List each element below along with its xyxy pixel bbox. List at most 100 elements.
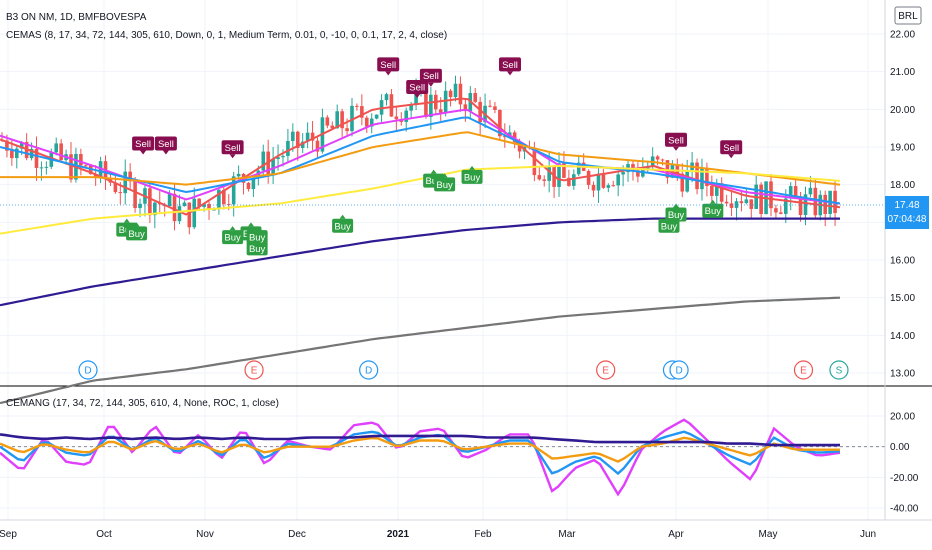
candle-body (803, 194, 808, 216)
currency-badge[interactable] (894, 6, 922, 25)
candle-body (153, 202, 157, 216)
candle-body (572, 174, 576, 186)
candle-body (217, 189, 221, 210)
candle-body (310, 132, 315, 141)
time-tick-label: Sep (0, 529, 17, 540)
candle-body (700, 167, 704, 190)
candle-body (10, 150, 14, 159)
price-series-ema144 (0, 164, 841, 235)
sell-signal: Sell (132, 136, 155, 155)
sell-signal: Sell (406, 80, 429, 99)
candle-body (276, 157, 280, 160)
candle-body (606, 185, 611, 188)
candle-body (187, 202, 192, 228)
candle-body (512, 132, 517, 142)
price-tick-label: 21.00 (890, 67, 915, 78)
time-tick-label: Jun (860, 529, 876, 540)
candle-body (473, 93, 478, 102)
symbol-title: B3 ON NM, 1D, BMFBOVESPA (6, 12, 147, 23)
osc-series-ema305 (0, 433, 840, 447)
candle-body (345, 128, 349, 132)
candle-body (251, 178, 256, 190)
candle-body (793, 186, 798, 197)
buy-signal: Buy (461, 165, 483, 184)
candle-body (576, 162, 581, 175)
indicator1-legend: CEMAS (8, 17, 34, 72, 144, 305, 610, Dow… (6, 30, 447, 41)
candle-body (774, 208, 778, 213)
candle-body (655, 156, 660, 160)
event-marker[interactable]: D (669, 360, 689, 380)
event-marker[interactable]: D (78, 360, 98, 380)
candle-body (631, 164, 635, 171)
sell-signal-label: Sell (135, 139, 151, 150)
buy-signal-label: Buy (224, 233, 241, 244)
candle-body (616, 174, 620, 186)
event-marker[interactable]: D (359, 360, 379, 380)
candle-body (44, 166, 49, 168)
candle-body (488, 105, 492, 107)
candle-body (79, 154, 83, 166)
candle-body (680, 173, 685, 192)
event-marker[interactable]: E (244, 360, 264, 380)
event-marker[interactable]: E (793, 360, 814, 380)
event-marker-label: D (675, 366, 682, 377)
candle-body (295, 131, 300, 148)
sell-signal: Sell (419, 68, 442, 87)
candle-body (596, 173, 601, 191)
sell-signal-label: Sell (225, 143, 241, 154)
osc-tick-label: 20.00 (890, 412, 915, 423)
candle-body (330, 125, 335, 129)
candle-body (636, 170, 640, 177)
candle-body (783, 198, 788, 214)
candle-body (443, 90, 448, 113)
candle-body (325, 117, 330, 126)
candle-body (148, 188, 152, 216)
candle-body (759, 184, 763, 215)
candle-body (226, 204, 231, 206)
candle-body (601, 173, 606, 188)
candle-body (281, 155, 285, 158)
event-marker[interactable]: E (596, 360, 616, 380)
event-marker[interactable]: S (829, 360, 849, 380)
candle-body (14, 148, 19, 159)
event-marker-label: E (251, 366, 258, 377)
sell-signal-label: Sell (502, 60, 518, 71)
candle-body (409, 105, 413, 111)
osc-tick-label: -40.00 (890, 504, 919, 515)
sell-signal-label: Sell (409, 83, 425, 94)
sell-signal: Sell (499, 57, 521, 76)
sell-signal-label: Sell (723, 143, 739, 154)
candle-body (611, 185, 616, 187)
sell-signal-label: Sell (158, 139, 174, 150)
event-marker-label: S (836, 366, 843, 377)
candle-body (788, 186, 793, 199)
candle-body (744, 199, 749, 204)
candle-body (212, 209, 216, 211)
buy-signal-label: Buy (249, 244, 266, 255)
candle-body (222, 189, 226, 205)
price-tick-label: 20.00 (890, 105, 915, 116)
candle-body (300, 141, 305, 148)
candle-body (675, 164, 680, 174)
candle-body (463, 104, 468, 111)
candle-body (39, 167, 44, 169)
oscillator-axis-ticks: 20.00 0.00 -20.00 -40.00 (890, 412, 919, 515)
candle-body (286, 140, 290, 156)
candle-body (537, 175, 542, 180)
candle-body (567, 177, 571, 186)
candle-body (315, 140, 320, 152)
candle-body (355, 105, 359, 107)
price-tick-label: 15.00 (890, 293, 915, 304)
candle-body (503, 136, 507, 138)
time-tick-label: Feb (474, 529, 492, 540)
candle-body (685, 169, 689, 192)
price-tag-value: 17.48 (894, 200, 919, 211)
candle-body (734, 201, 739, 208)
candle-body (813, 187, 818, 216)
time-tick-label: Mar (558, 529, 576, 540)
candle-body (429, 94, 433, 117)
event-marker-label: D (84, 366, 91, 377)
buy-signal-label: Buy (249, 233, 266, 244)
price-series-ema610 (0, 296, 841, 405)
candle-body (739, 201, 744, 204)
